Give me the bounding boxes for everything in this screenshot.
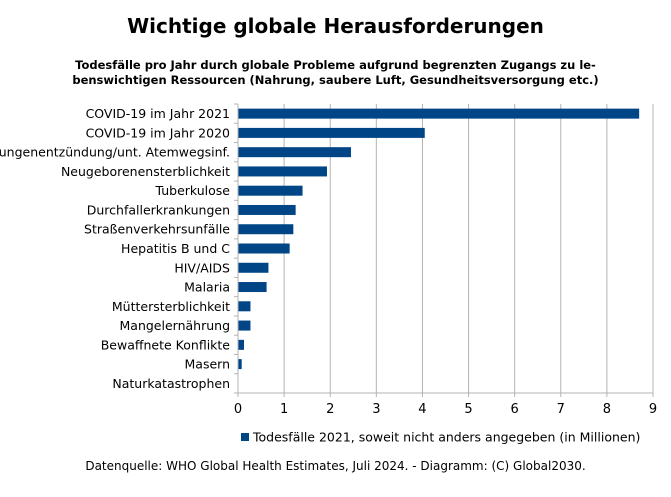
- x-tick-label: 2: [326, 402, 334, 417]
- source-note: Datenquelle: WHO Global Health Estimates…: [85, 459, 586, 473]
- x-tick-label: 7: [557, 402, 565, 417]
- legend: Todesfälle 2021, soweit nicht anders ang…: [241, 430, 640, 445]
- x-tick-label: 1: [280, 402, 288, 417]
- category-label: Straßenverkehrsunfälle: [84, 222, 230, 237]
- legend-swatch: [241, 433, 249, 441]
- category-label: Masern: [185, 357, 231, 372]
- category-label: COVID-19 im Jahr 2020: [86, 125, 230, 140]
- category-label: Neugeborenensterblichkeit: [61, 164, 230, 179]
- chart-title: Wichtige globale Herausforderungen: [127, 14, 544, 38]
- bar: [238, 166, 327, 177]
- subtitle-line-1: Todesfälle pro Jahr durch globale Proble…: [75, 58, 596, 72]
- category-label: Hepatitis B und C: [121, 241, 230, 256]
- bar: [238, 127, 425, 138]
- bar: [238, 359, 242, 370]
- bar: [238, 262, 269, 273]
- bars: [238, 108, 640, 389]
- category-label: Tuberkulose: [154, 183, 230, 198]
- bar: [238, 224, 294, 235]
- category-label: Malaria: [184, 280, 230, 295]
- x-tick-label: 4: [418, 402, 426, 417]
- category-label: Lungenentzündung/unt. Atemwegsinf.: [0, 145, 230, 160]
- category-label: Müttersterblichkeit: [112, 299, 230, 314]
- subtitle-line-2: benswichtigen Ressourcen (Nahrung, saube…: [72, 73, 599, 87]
- x-tick-labels: 0 1 2 3 4 5 6 7 8 9: [234, 402, 657, 417]
- bar: [238, 204, 296, 215]
- bar: [238, 185, 303, 196]
- category-labels: COVID-19 im Jahr 2021 COVID-19 im Jahr 20…: [0, 106, 230, 391]
- x-tick-label: 5: [464, 402, 472, 417]
- bar: [238, 301, 251, 312]
- category-label: Durchfallerkrankungen: [87, 202, 230, 217]
- category-label: Naturkatastrophen: [112, 376, 230, 391]
- legend-label: Todesfälle 2021, soweit nicht anders ang…: [252, 430, 640, 445]
- x-tick-label: 6: [511, 402, 519, 417]
- axes: [234, 103, 653, 394]
- bar: [238, 147, 351, 158]
- bar: [238, 339, 244, 350]
- x-tick-label: 3: [372, 402, 380, 417]
- x-tick-label: 0: [234, 402, 242, 417]
- x-tick-label: 8: [603, 402, 611, 417]
- bar: [238, 282, 267, 293]
- x-tick-label: 9: [649, 402, 657, 417]
- bar: [238, 243, 290, 254]
- bar: [238, 108, 640, 119]
- category-label: Bewaffnete Konflikte: [101, 337, 231, 352]
- category-label: COVID-19 im Jahr 2021: [86, 106, 230, 121]
- category-label: Mangelernährung: [120, 318, 231, 333]
- chart-subtitle: Todesfälle pro Jahr durch globale Proble…: [60, 58, 611, 88]
- category-label: HIV/AIDS: [174, 260, 230, 275]
- bar: [238, 320, 251, 331]
